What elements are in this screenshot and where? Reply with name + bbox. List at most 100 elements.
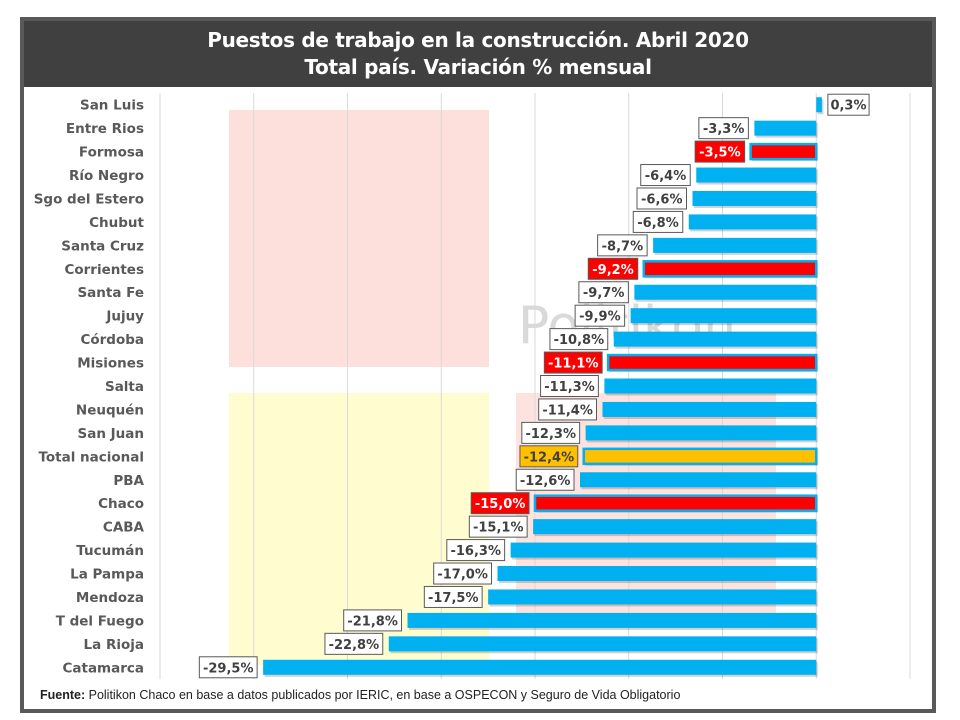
bar [606, 353, 818, 372]
data-label: -6,8% [637, 216, 678, 231]
data-label-box [587, 257, 639, 280]
category-label: CABA [103, 520, 145, 536]
source-text: Politikon Chaco en base a datos publicad… [85, 688, 681, 702]
data-label-box [470, 492, 530, 515]
data-label-box [698, 117, 749, 140]
bars [263, 97, 824, 677]
category-label: Jujuy [105, 309, 144, 325]
bar [749, 142, 818, 161]
data-label: -11,4% [542, 403, 593, 418]
category-labels: San Luis Entre Rios Formosa Río Negro Sgo de… [34, 98, 145, 677]
data-label: -12,3% [525, 427, 576, 442]
data-label: -9,2% [592, 263, 633, 278]
data-label: -11,1% [548, 357, 599, 372]
data-label: -6,6% [641, 192, 682, 207]
category-label: Total nacional [38, 449, 144, 465]
data-label-box [694, 140, 746, 163]
data-label: -10,8% [554, 333, 605, 348]
bar [533, 494, 818, 512]
chart-subtitle: Total país. Variación % mensual [304, 55, 652, 79]
data-label: -9,7% [583, 286, 624, 301]
bar [754, 120, 817, 136]
data-label: -15,1% [473, 521, 524, 536]
data-label: -22,8% [329, 638, 380, 653]
data-label: -16,3% [450, 544, 501, 559]
category-label: Mendoza [76, 590, 144, 606]
category-label: La Pampa [70, 567, 144, 583]
data-label: -17,5% [428, 591, 479, 606]
category-label: Entre Rios [66, 121, 144, 137]
data-label: -9,9% [579, 310, 620, 325]
category-label: Misiones [77, 356, 144, 372]
bar [497, 566, 817, 582]
bar [630, 308, 817, 324]
bar [488, 589, 817, 605]
data-label-box [198, 656, 258, 679]
category-label: La Rioja [84, 637, 144, 653]
bar [653, 237, 817, 253]
data-label: -3,3% [703, 122, 744, 137]
bar [263, 659, 817, 675]
data-label-box [423, 585, 483, 608]
source-label: Fuente: [40, 688, 86, 702]
data-label: -11,3% [544, 380, 595, 395]
watermark-block-pink [229, 110, 489, 367]
category-label: Santa Cruz [61, 238, 144, 254]
bar [696, 167, 817, 183]
category-label: Neuquén [76, 402, 144, 418]
data-label-box [543, 351, 603, 374]
data-label-box [521, 421, 581, 444]
category-label: Catamarca [62, 660, 144, 676]
data-label-box [540, 375, 599, 397]
data-label-box [549, 328, 609, 351]
data-label-box [632, 210, 684, 233]
category-label: Sgo del Estero [34, 191, 144, 207]
category-label: PBA [113, 473, 144, 489]
data-label: -21,8% [347, 614, 398, 629]
bar [816, 97, 822, 113]
data-label: -12,6% [520, 474, 571, 489]
category-label: Santa Fe [77, 285, 144, 301]
data-label-box [515, 468, 575, 491]
bar [602, 401, 817, 417]
data-label-box [468, 515, 528, 538]
category-label: Río Negro [69, 168, 144, 184]
value-labels: 0,3% -3,3% -3,5% -6,4% -6,6% -6,8% -8,7% -9,2% -… [198, 93, 870, 679]
bar [688, 214, 817, 230]
category-label: Salta [105, 379, 144, 395]
data-label-box [578, 281, 629, 304]
title-bar: Puestos de trabajo en la construcción. A… [24, 21, 932, 87]
chart-title: Puestos de trabajo en la construcción. A… [207, 28, 749, 52]
bar [642, 260, 818, 278]
data-label-box [433, 562, 493, 585]
data-label: 0,3% [830, 99, 866, 114]
data-label-box [827, 93, 870, 116]
category-label: Chubut [89, 215, 144, 231]
data-label-box [640, 164, 691, 187]
data-label: -6,4% [645, 169, 686, 184]
bar [613, 331, 817, 347]
category-label: Tucumán [76, 543, 144, 559]
category-label: San Juan [78, 426, 145, 442]
data-label-box [343, 609, 403, 632]
data-label: -8,7% [602, 239, 643, 254]
bar [692, 190, 817, 206]
source-note: Fuente: Politikon Chaco en base a datos … [40, 688, 680, 702]
data-label: -15,0% [475, 497, 526, 512]
bar [604, 378, 817, 394]
bar [388, 636, 817, 652]
category-label: Chaco [98, 496, 144, 512]
data-label-box [597, 234, 648, 257]
data-label-box [574, 304, 626, 327]
category-label: San Luis [80, 98, 144, 114]
bar [585, 425, 817, 441]
category-label: Formosa [79, 145, 144, 161]
category-label: Corrientes [64, 262, 144, 278]
data-label-box [324, 632, 384, 655]
bar [533, 519, 817, 535]
data-label: -3,5% [699, 146, 740, 161]
data-label: -17,0% [437, 568, 488, 583]
bar [582, 447, 818, 466]
bar [634, 284, 817, 300]
